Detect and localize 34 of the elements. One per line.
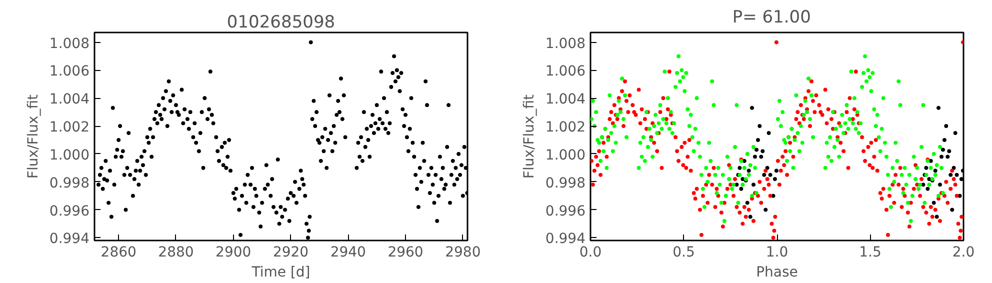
y-tick-label: 0.998 xyxy=(545,175,586,192)
x-tick-label: 2900 xyxy=(216,244,252,260)
x-axis-title: Time [d] xyxy=(250,264,310,280)
y-tick-label: 1.006 xyxy=(49,64,90,80)
x-tick-label: 2880 xyxy=(158,244,194,260)
y-axis-title: Flux/Flux_fit xyxy=(521,94,538,179)
y-tick-label: 1.004 xyxy=(545,92,586,108)
x-tick-label: 2960 xyxy=(388,244,424,260)
y-tick-label: 1.002 xyxy=(545,120,586,136)
y-tick-label: 0.994 xyxy=(545,231,586,248)
y-tick-label: 1.004 xyxy=(49,92,90,108)
y-tick-label: 0.996 xyxy=(49,203,90,220)
x-tick-label: 2860 xyxy=(100,244,136,260)
x-tick-label: 1.0 xyxy=(766,244,788,260)
y-tick-label: 1.002 xyxy=(49,120,90,136)
y-tick-label: 1.006 xyxy=(545,64,586,80)
x-axis-title: Phase xyxy=(756,264,798,280)
x-tick-label: 2980 xyxy=(445,244,481,260)
x-tick-label: 0.5 xyxy=(672,244,695,260)
y-tick-label: 0.996 xyxy=(545,203,586,220)
y-tick-label: 0.998 xyxy=(49,175,90,192)
x-tick-label: 1.5 xyxy=(859,244,882,260)
y-tick-label: 1.008 xyxy=(49,36,90,52)
x-tick-label: 2940 xyxy=(330,244,366,260)
chart-title: 0102685098 xyxy=(226,12,336,32)
y-tick-label: 1.000 xyxy=(49,147,90,164)
y-tick-label: 0.994 xyxy=(49,231,90,248)
x-tick-label: 0.0 xyxy=(579,244,602,260)
x-tick-label: 2.0 xyxy=(952,244,975,260)
y-tick-label: 1.000 xyxy=(545,147,586,164)
x-tick-label: 2920 xyxy=(272,244,309,260)
chart-title: P= 61.00 xyxy=(732,8,811,28)
y-axis-title: Flux/Flux_fit xyxy=(25,94,42,179)
y-tick-label: 1.008 xyxy=(545,36,586,52)
